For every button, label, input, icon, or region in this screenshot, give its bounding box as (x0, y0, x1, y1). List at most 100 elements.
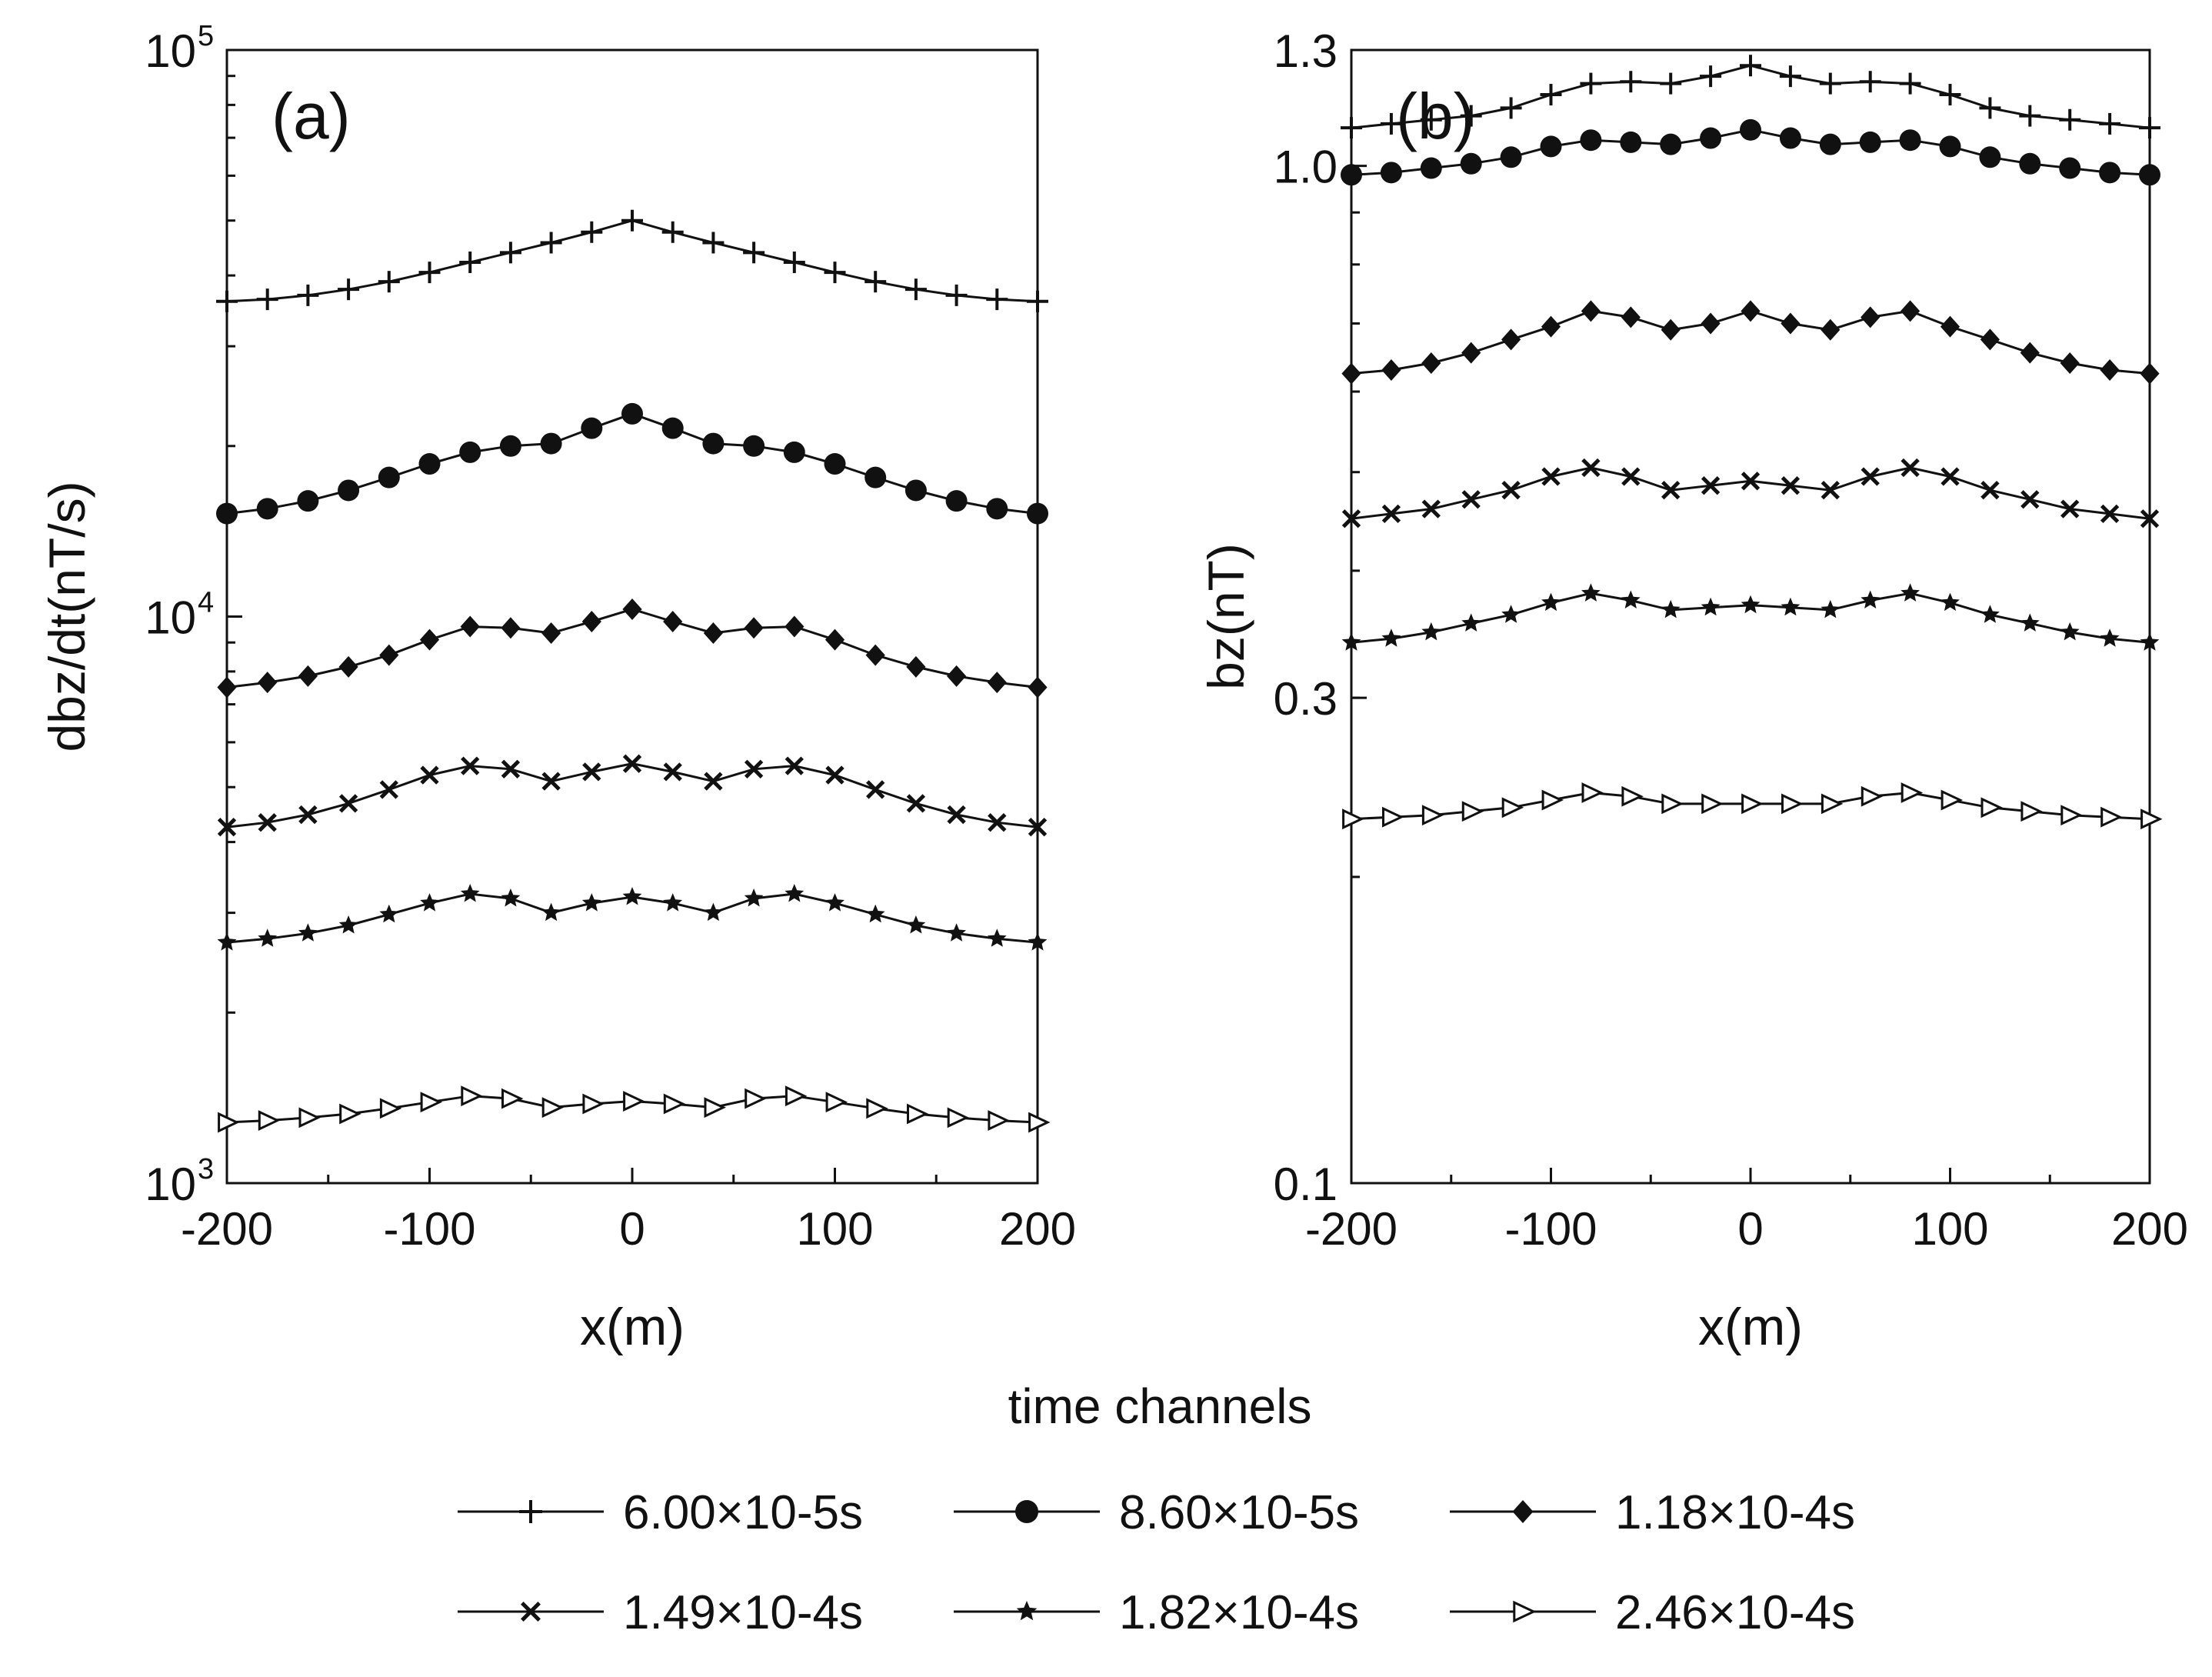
data-point (1660, 72, 1682, 95)
data-point (2140, 509, 2160, 528)
data-point (1980, 797, 2003, 818)
data-point (298, 805, 318, 825)
data-point (785, 756, 804, 775)
data-point (1899, 72, 1921, 95)
data-point (2020, 801, 2043, 822)
data-point (2060, 499, 2080, 518)
data-point (704, 772, 723, 791)
legend: time channels 6.00×10-5s 8.60×10-5s 1.18×1… (458, 1379, 1855, 1639)
data-point (1661, 793, 1684, 815)
data-point (1621, 785, 1644, 807)
data-point (621, 209, 643, 232)
data-point (540, 432, 562, 455)
data-point (825, 1092, 848, 1113)
data-point (420, 893, 439, 912)
legend-items: 6.00×10-5s 8.60×10-5s 1.18×10-4s 1.49×10-4s… (458, 1486, 1855, 1639)
data-point (217, 932, 237, 951)
legend-item: 8.60×10-5s (954, 1486, 1359, 1539)
data-point (1580, 129, 1602, 152)
data-point (1700, 127, 1722, 149)
data-point (540, 232, 562, 254)
data-point (256, 498, 278, 520)
y-tick-labels: 0.1 0.3 1.0 1.3 (1274, 25, 1338, 1210)
data-point (1621, 590, 1641, 608)
y-tick-label: 0.1 (1274, 1159, 1338, 1210)
data-point (785, 1085, 808, 1107)
data-point (1781, 476, 1801, 495)
data-point (622, 887, 642, 905)
data-point (907, 1103, 929, 1125)
data-point (988, 813, 1007, 832)
data-point (2060, 805, 2083, 826)
data-point (1901, 583, 1920, 602)
data-point (704, 902, 723, 922)
series-group (216, 209, 1051, 1133)
data-point (1899, 129, 1921, 152)
legend-marker (1513, 1600, 1537, 1623)
data-point (1460, 152, 1482, 175)
x-tick-label: 0 (619, 1203, 645, 1255)
data-point (582, 1093, 605, 1115)
data-point (945, 284, 968, 306)
series-line (1351, 466, 2150, 520)
data-point (256, 288, 278, 311)
data-point (1781, 597, 1801, 616)
data-point (743, 435, 765, 457)
data-point (703, 622, 723, 644)
y-tick-label: 10 (145, 25, 196, 77)
data-point (1660, 133, 1682, 155)
data-point (1701, 597, 1721, 616)
data-point (1621, 467, 1641, 486)
data-point (378, 271, 400, 293)
data-point (1741, 793, 1764, 815)
data-point (1700, 65, 1722, 88)
data-point (866, 1098, 888, 1119)
data-point (1939, 135, 1961, 158)
data-point (702, 232, 725, 254)
data-point (338, 915, 358, 934)
data-point (1940, 315, 1960, 338)
data-point (2100, 504, 2120, 524)
series-5 (217, 884, 1048, 951)
data-point (1341, 164, 1362, 186)
series-4 (217, 754, 1048, 837)
data-point (864, 271, 887, 293)
data-point (298, 923, 318, 942)
data-point (1501, 605, 1521, 623)
legend-marker (1512, 1500, 1534, 1523)
x-tick-label: 200 (999, 1203, 1076, 1255)
data-point (258, 672, 278, 694)
legend-title: time channels (1008, 1379, 1312, 1434)
data-point (2099, 112, 2121, 135)
y-tick-label: 0.3 (1274, 673, 1338, 725)
x-tick-labels: -200 -100 0 100 200 (1305, 1203, 2188, 1255)
data-point (338, 278, 360, 301)
data-point (1940, 467, 1960, 486)
data-point (1821, 318, 1841, 341)
data-point (1461, 490, 1481, 509)
data-point (1939, 84, 1961, 106)
data-point (1380, 162, 1402, 184)
data-point (1341, 509, 1361, 528)
data-point (783, 441, 805, 463)
x-tick-label: 100 (796, 1203, 873, 1255)
data-point (541, 772, 561, 791)
data-point (217, 676, 237, 698)
data-point (904, 278, 927, 301)
data-point (2020, 613, 2040, 632)
data-point (459, 251, 481, 273)
data-point (663, 610, 683, 632)
data-point (1819, 72, 1841, 95)
data-point (744, 889, 764, 907)
legend-label: 1.18×10-4s (1615, 1486, 1855, 1539)
y-axis-label: bz(nT) (1198, 543, 1254, 690)
data-point (501, 889, 521, 907)
panel-label: (a) (272, 80, 351, 152)
legend-label: 1.82×10-4s (1119, 1586, 1359, 1639)
data-point (460, 884, 480, 902)
legend-marker (519, 1500, 542, 1523)
legend-item: 2.46×10-4s (1450, 1586, 1855, 1639)
data-point (1420, 108, 1442, 131)
x-tick-label: 0 (1737, 1203, 1763, 1255)
data-point (986, 288, 1008, 311)
